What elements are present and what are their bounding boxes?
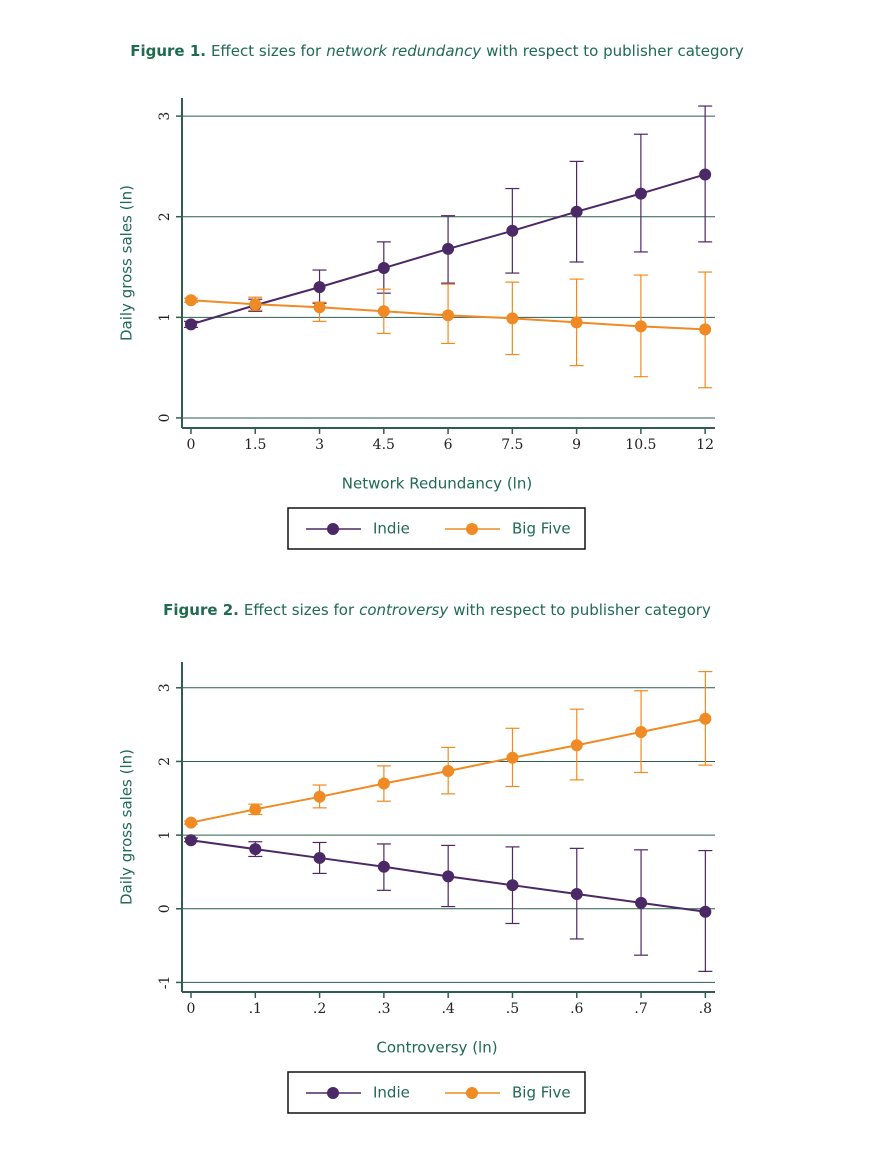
data-point [185, 834, 198, 847]
title-part: with respect to publisher category [486, 42, 744, 60]
y-tick-label: 3 [157, 112, 173, 121]
x-tick-label: .7 [634, 1001, 647, 1017]
y-tick-label: -1 [157, 976, 173, 990]
data-point [313, 301, 326, 314]
data-point [249, 803, 262, 816]
x-tick-label: 7.5 [501, 437, 523, 453]
x-tick-label: 4.5 [373, 437, 395, 453]
y-tick-label: 1 [157, 313, 173, 322]
chart-title: Figure 1. Effect sizes for network redunda… [130, 42, 744, 60]
x-tick-label: 3 [315, 437, 324, 453]
legend-label: Big Five [512, 520, 571, 538]
data-point [377, 262, 390, 275]
x-tick-label: 6 [444, 437, 453, 453]
x-tick-label: .8 [699, 1001, 712, 1017]
figure-label: Figure 1. [130, 42, 206, 60]
y-tick-label: 0 [157, 904, 173, 913]
data-point [377, 777, 390, 790]
data-point [442, 242, 455, 255]
title-part: Effect sizes for [211, 42, 322, 60]
legend-label: Indie [373, 520, 410, 538]
y-tick-label: 3 [157, 683, 173, 692]
x-tick-label: .2 [313, 1001, 326, 1017]
x-tick-label: 9 [572, 437, 581, 453]
x-tick-label: 10.5 [625, 437, 656, 453]
data-point [313, 281, 326, 294]
data-point [249, 298, 262, 311]
data-point [634, 187, 647, 200]
data-point [185, 816, 198, 829]
y-axis-title: Daily gross sales (ln) [118, 749, 136, 905]
x-tick-label: 0 [187, 437, 196, 453]
data-point [570, 316, 583, 329]
data-point [635, 725, 648, 738]
data-point [442, 870, 455, 883]
data-point [249, 843, 262, 856]
data-point [570, 888, 583, 901]
x-tick-label: 12 [696, 437, 714, 453]
data-point [699, 905, 712, 918]
legend-marker [327, 523, 339, 535]
data-point [699, 712, 712, 725]
x-tick-label: .5 [506, 1001, 519, 1017]
data-point [570, 205, 583, 218]
x-axis-title: Network Redundancy (ln) [342, 475, 532, 493]
chart-title: Figure 2. Effect sizes for controversy with… [163, 601, 711, 619]
data-point [506, 224, 519, 237]
data-point [506, 312, 519, 325]
data-point [184, 294, 197, 307]
legend-marker [327, 1087, 339, 1099]
data-point [184, 318, 197, 331]
legend-label: Big Five [512, 1084, 571, 1102]
data-point [699, 168, 712, 181]
title-part: controversy [359, 601, 449, 619]
x-tick-label: .6 [570, 1001, 583, 1017]
y-axis-title: Daily gross sales (ln) [118, 185, 136, 341]
data-point [377, 860, 390, 873]
x-tick-label: .4 [441, 1001, 454, 1017]
legend-marker [466, 1087, 478, 1099]
data-point [506, 751, 519, 764]
title-part: network redundancy [326, 42, 482, 60]
data-point [570, 739, 583, 752]
y-tick-label: 2 [157, 757, 173, 766]
x-axis-title: Controversy (ln) [376, 1039, 497, 1057]
legend-marker [466, 523, 478, 535]
data-point [442, 309, 455, 322]
title-part: with respect to publisher category [453, 601, 711, 619]
data-point [506, 879, 519, 892]
data-point [442, 765, 455, 778]
figure-label: Figure 2. [163, 601, 239, 619]
data-point [313, 790, 326, 803]
legend-label: Indie [373, 1084, 410, 1102]
y-tick-label: 1 [157, 831, 173, 840]
title-part: Effect sizes for [244, 601, 355, 619]
x-tick-label: 1.5 [244, 437, 266, 453]
y-tick-label: 2 [157, 212, 173, 221]
data-point [377, 305, 390, 318]
data-point [699, 323, 712, 336]
data-point [634, 320, 647, 333]
data-point [635, 896, 648, 909]
x-tick-label: 0 [187, 1001, 196, 1017]
data-point [313, 851, 326, 864]
y-tick-label: 0 [157, 413, 173, 422]
x-tick-label: .3 [377, 1001, 390, 1017]
x-tick-label: .1 [249, 1001, 262, 1017]
